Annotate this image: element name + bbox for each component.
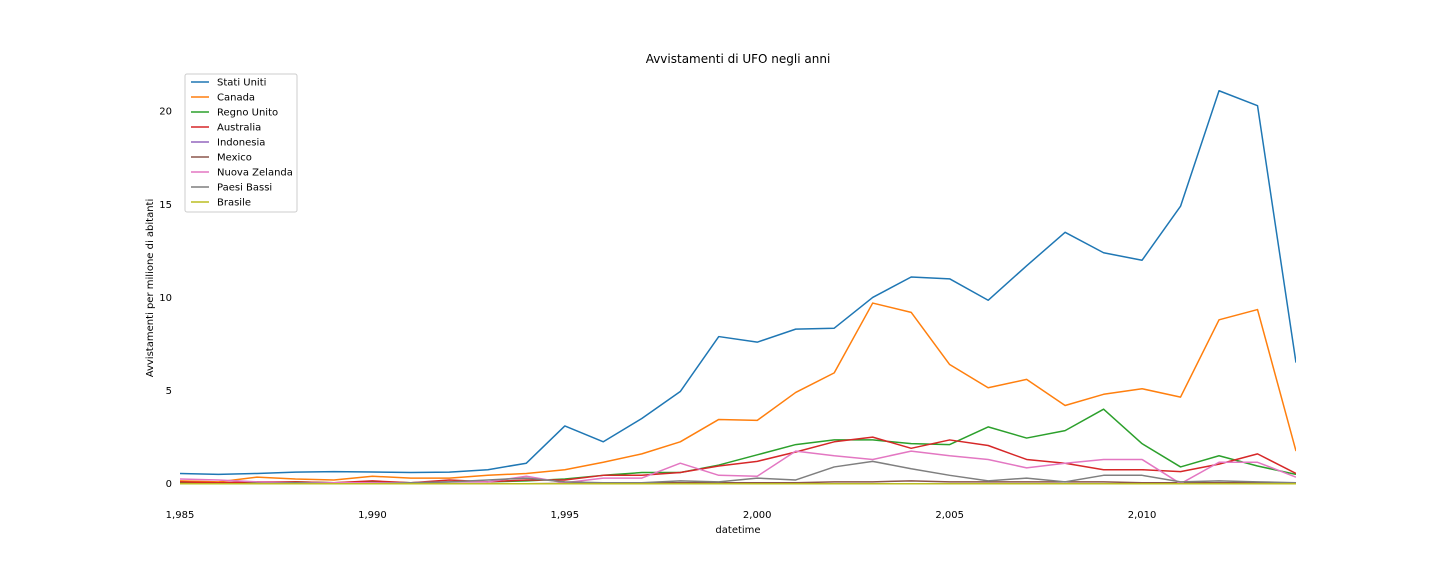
series-line-australia: [180, 436, 1296, 484]
legend-label: Paesi Bassi: [217, 183, 272, 194]
x-tick-label: 2,005: [935, 510, 964, 521]
legend-label: Mexico: [217, 153, 252, 164]
y-tick-label: 5: [166, 386, 172, 397]
legend-items: Stati Uniti Canada Regno Unito Australia Ind…: [191, 78, 293, 209]
legend-label: Canada: [217, 93, 255, 104]
legend-label: Australia: [217, 123, 261, 134]
series-line-stati-uniti: [180, 90, 1296, 476]
legend-box: [184, 73, 298, 213]
series-line-canada: [180, 302, 1296, 483]
x-axis-title: datetime: [715, 525, 760, 536]
chart-title: Avvistamenti di UFO negli anni: [646, 52, 831, 66]
series-line-nuova-zelanda: [180, 450, 1296, 485]
legend: Stati Uniti Canada Regno Unito Australia Ind…: [184, 73, 298, 213]
y-axis-ticks: 0 5 10 15 20: [159, 107, 172, 490]
y-axis-title: Avvistamenti per milione di abitanti: [145, 199, 156, 378]
legend-label: Indonesia: [217, 138, 265, 149]
y-tick-label: 15: [159, 200, 172, 211]
legend-label: Regno Unito: [217, 108, 278, 119]
y-tick-label: 10: [159, 293, 172, 304]
series-line-regno-unito: [180, 408, 1296, 484]
legend-label: Brasile: [217, 198, 251, 209]
x-tick-label: 2,000: [743, 510, 772, 521]
series-line-paesi-bassi: [180, 460, 1296, 485]
legend-label: Stati Uniti: [217, 78, 266, 89]
x-axis-ticks: 1,985 1,990 1,995 2,000 2,005 2,010: [166, 510, 1157, 521]
x-tick-label: 1,990: [358, 510, 387, 521]
x-tick-label: 2,010: [1128, 510, 1157, 521]
y-tick-label: 0: [166, 479, 172, 490]
y-tick-label: 20: [159, 107, 172, 118]
x-tick-label: 1,985: [166, 510, 195, 521]
legend-label: Nuova Zelanda: [217, 168, 293, 179]
series-lines: [180, 90, 1296, 485]
x-tick-label: 1,995: [551, 510, 580, 521]
